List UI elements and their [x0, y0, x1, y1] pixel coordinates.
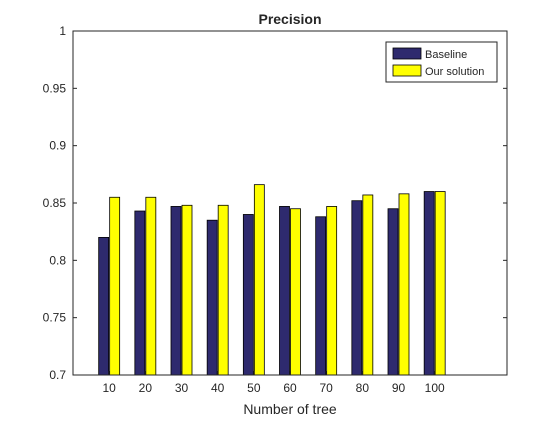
x-tick-label: 70 [319, 381, 333, 395]
y-tick-label: 0.7 [49, 368, 66, 382]
bar-baseline-30 [170, 206, 182, 376]
x-tick-label: 10 [102, 381, 116, 395]
bar-baseline-100 [423, 191, 435, 376]
bar-our-solution-50 [253, 184, 265, 376]
y-tick-label: 0.75 [43, 311, 67, 325]
bar-our-solution-80 [362, 194, 374, 376]
x-tick-label: 50 [247, 381, 261, 395]
bar-our-solution-60 [290, 208, 301, 376]
y-tick-label: 0.9 [49, 139, 66, 153]
y-tick-label: 0.8 [49, 253, 66, 267]
bar-our-solution-20 [145, 196, 157, 376]
y-tick-label: 1 [59, 24, 66, 38]
x-tick-label: 30 [175, 381, 189, 395]
y-tick-label: 0.95 [43, 81, 67, 95]
x-tick-label: 100 [425, 381, 445, 395]
chart-title: Precision [258, 11, 321, 27]
bar-baseline-80 [351, 200, 363, 376]
x-tick-label: 90 [392, 381, 406, 395]
bar-our-solution-30 [181, 204, 193, 376]
bar-baseline-50 [242, 214, 254, 376]
bar-baseline-70 [315, 216, 327, 376]
legend-label-baseline: Baseline [425, 49, 467, 61]
bar-baseline-60 [279, 206, 290, 376]
plot-area [73, 31, 507, 375]
bar-our-solution-10 [109, 196, 121, 376]
bar-our-solution-100 [434, 191, 446, 376]
x-tick-label: 60 [283, 381, 297, 395]
bar-our-solution-40 [217, 204, 229, 376]
y-tick-label: 0.85 [43, 196, 67, 210]
bar-our-solution-70 [326, 206, 338, 376]
axes-box [72, 30, 508, 376]
legend-swatch-baseline [392, 47, 422, 60]
bar-baseline-20 [134, 210, 146, 376]
x-tick-label: 40 [211, 381, 225, 395]
legend-label-our-solution: Our solution [425, 66, 484, 78]
legend: Baseline Our solution [385, 41, 498, 83]
x-tick-label: 20 [139, 381, 153, 395]
bar-baseline-10 [98, 236, 110, 376]
bar-baseline-40 [206, 219, 218, 376]
x-axis-label: Number of tree [243, 401, 337, 417]
bar-our-solution-90 [398, 193, 410, 376]
ticks-layer: 10 20 30 40 50 60 70 80 90 100 0.7 0.75 0.8 0.85 0.9 0.… [43, 24, 507, 395]
x-tick-label: 80 [356, 381, 370, 395]
legend-swatch-our-solution [392, 64, 422, 77]
bar-baseline-90 [387, 208, 399, 376]
